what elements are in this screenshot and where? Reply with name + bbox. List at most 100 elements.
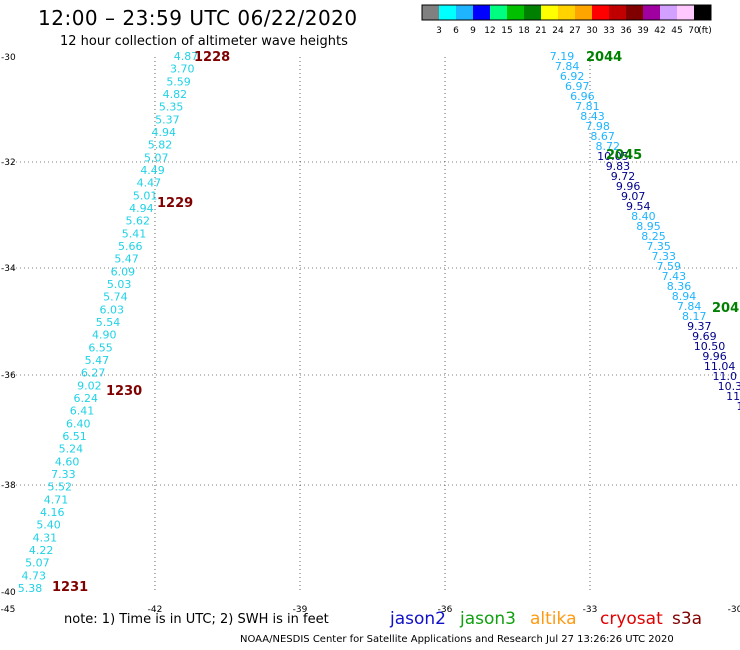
wave-height-label: 5.37 — [155, 113, 180, 126]
wave-height-label: 8.36 — [667, 280, 692, 293]
wave-height-label: 3.70 — [170, 63, 195, 76]
wave-height-label: 11.04 — [704, 360, 736, 373]
legend-s3a: s3a — [672, 609, 703, 629]
colorbar-label: 30 — [586, 26, 598, 36]
wave-height-label: 9.69 — [692, 330, 717, 343]
colorbar-label: 70 — [688, 26, 700, 36]
wave-height-label: 4.71 — [44, 493, 69, 506]
wave-height-label: 8.94 — [672, 290, 697, 303]
wave-height-label: 4.73 — [21, 569, 46, 582]
colorbar-swatch — [422, 5, 439, 20]
wave-height-label: 11.0 — [712, 370, 737, 383]
wave-height-map: -45 -42 -39 -36 -33 -30 -30 -32 -34 -36 -38 -40 4.87… — [1, 50, 740, 615]
track-time-label: 1228 — [194, 50, 230, 65]
colorbar-label: 36 — [620, 26, 632, 36]
wave-height-label: 4.16 — [40, 506, 65, 519]
colorbar-swatch — [473, 5, 490, 20]
wave-height-label: 9.72 — [611, 170, 636, 183]
y-tick-label: -40 — [1, 588, 16, 598]
x-tick-label: -36 — [438, 605, 453, 615]
colorbar-label: 24 — [552, 26, 564, 36]
wave-height-label: 4.82 — [163, 88, 188, 101]
wave-height-label: 6.03 — [99, 303, 124, 316]
colorbar-label: 15 — [501, 26, 512, 36]
colorbar-swatch — [541, 5, 558, 20]
colorbar-swatch — [626, 5, 643, 20]
wave-height-label: 5.82 — [148, 139, 173, 152]
wave-height-label: 6.40 — [66, 417, 91, 430]
wave-height-label: 9.83 — [606, 160, 631, 173]
wave-height-label: 4.49 — [140, 164, 165, 177]
wave-height-label: 10.50 — [694, 340, 726, 353]
wave-height-label: 8.95 — [636, 220, 661, 233]
track-time-label: 2044 — [586, 50, 622, 65]
wave-height-label: 4.22 — [29, 544, 54, 557]
wave-height-label: 7.84 — [677, 300, 702, 313]
wave-height-label: 6.27 — [81, 367, 106, 380]
wave-height-label: 5.59 — [166, 75, 191, 88]
colorbar-label: (ft) — [698, 26, 712, 36]
track-time-label: 1231 — [52, 580, 88, 595]
y-tick-label: -32 — [1, 158, 16, 168]
wave-height-label: 4.94 — [129, 202, 154, 215]
track-time-label: 1229 — [157, 196, 193, 211]
wave-height-label: 4.31 — [33, 531, 58, 544]
wave-height-label: 8.43 — [580, 110, 605, 123]
colorbar-swatch — [575, 5, 592, 20]
colorbar-label: 3 — [436, 26, 442, 36]
wave-height-label: 9.96 — [616, 180, 641, 193]
wave-height-label: 4.60 — [55, 455, 80, 468]
wave-height-label: 5.41 — [122, 227, 147, 240]
colorbar-swatch — [439, 5, 456, 20]
legend-altika: altika — [530, 609, 577, 629]
wave-height-label: 6.97 — [565, 80, 590, 93]
colorbar-label: 27 — [569, 26, 580, 36]
wave-height-label: 7.59 — [657, 260, 682, 273]
colorbar-swatch — [609, 5, 626, 20]
colorbar-frame — [421, 4, 712, 21]
wave-height-label: 5.47 — [85, 354, 110, 367]
colorbar-label: 21 — [535, 26, 546, 36]
colorbar-swatch — [558, 5, 575, 20]
wave-height-label: 5.40 — [36, 519, 61, 532]
wave-height-label: 8.40 — [631, 210, 656, 223]
legend-jason3: jason3 — [460, 609, 516, 629]
wave-height-label: 6.55 — [88, 341, 113, 354]
wave-height-label: 10.05 — [597, 150, 629, 163]
wave-height-label: 5.07 — [25, 557, 50, 570]
colorbar-swatch — [694, 5, 711, 20]
wave-height-label: 8.17 — [682, 310, 707, 323]
wave-height-label: 5.47 — [114, 253, 139, 266]
wave-height-label: 8.72 — [596, 140, 621, 153]
wave-height-label: 4.90 — [92, 329, 117, 342]
colorbar-label: 9 — [470, 26, 476, 36]
y-tick-label: -38 — [1, 481, 16, 491]
wave-height-label: 9.96 — [702, 350, 727, 363]
y-tick-label: -30 — [1, 53, 16, 63]
x-tick-label: -42 — [148, 605, 163, 615]
wave-height-label: 5.03 — [107, 278, 132, 291]
wave-height-label: 7.98 — [585, 120, 610, 133]
colorbar-swatch — [490, 5, 507, 20]
wave-height-label: 6.96 — [570, 90, 595, 103]
colorbar-label: 45 — [671, 26, 682, 36]
wave-height-label: 6.09 — [111, 265, 136, 278]
wave-height-label: 10.3 — [718, 380, 740, 393]
x-tick-label: -39 — [293, 605, 308, 615]
colorbar-label: 18 — [518, 26, 530, 36]
colorbar-label: 39 — [637, 26, 649, 36]
wave-height-label: 7.19 — [550, 50, 575, 63]
wave-height-label: 9.37 — [687, 320, 712, 333]
wave-height-label: 9.07 — [621, 190, 646, 203]
wave-height-label: 5.54 — [96, 316, 121, 329]
track-time-label: 1230 — [106, 384, 142, 399]
wave-height-label: 5.74 — [103, 291, 128, 304]
page-subtitle: 12 hour collection of altimeter wave hei… — [60, 34, 348, 49]
color-scale-legend: 3 6 9 12 15 18 21 24 27 30 33 36 39 42 45 70(ft) — [421, 4, 712, 36]
x-tick-label: -33 — [583, 605, 598, 615]
x-tick-label: -30 — [728, 605, 740, 615]
wave-height-label: 6.51 — [62, 430, 87, 443]
y-tick-label: -34 — [1, 264, 16, 274]
wave-height-label: 7.43 — [662, 270, 687, 283]
colorbar-label: 42 — [654, 26, 665, 36]
